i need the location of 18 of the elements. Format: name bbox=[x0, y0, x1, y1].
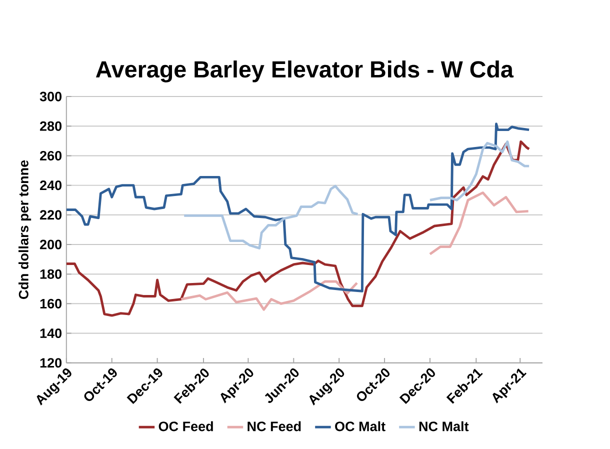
y-tick-label: 120 bbox=[40, 358, 62, 368]
legend-label: NC Malt bbox=[419, 422, 469, 432]
y-tick-label: 300 bbox=[40, 92, 62, 102]
line-series bbox=[66, 122, 530, 293]
y-tick-label: 200 bbox=[40, 240, 62, 250]
y-tick-label: 280 bbox=[40, 122, 62, 132]
y-tick-label: 180 bbox=[40, 270, 62, 280]
y-tick-label: 240 bbox=[40, 180, 62, 190]
y-axis-title: Cdn dollars per tonne bbox=[18, 160, 32, 300]
y-tick-label: 220 bbox=[40, 210, 62, 220]
legend-label: OC Feed bbox=[158, 422, 213, 432]
chart-title: Average Barley Elevator Bids - W Cda bbox=[96, 60, 514, 83]
y-tick-label: 160 bbox=[40, 299, 62, 309]
legend-label: OC Malt bbox=[335, 422, 386, 432]
line-series bbox=[66, 140, 530, 317]
y-tick-label: 140 bbox=[40, 328, 62, 338]
y-tick-label: 260 bbox=[40, 151, 62, 161]
legend-label: NC Feed bbox=[248, 422, 301, 432]
